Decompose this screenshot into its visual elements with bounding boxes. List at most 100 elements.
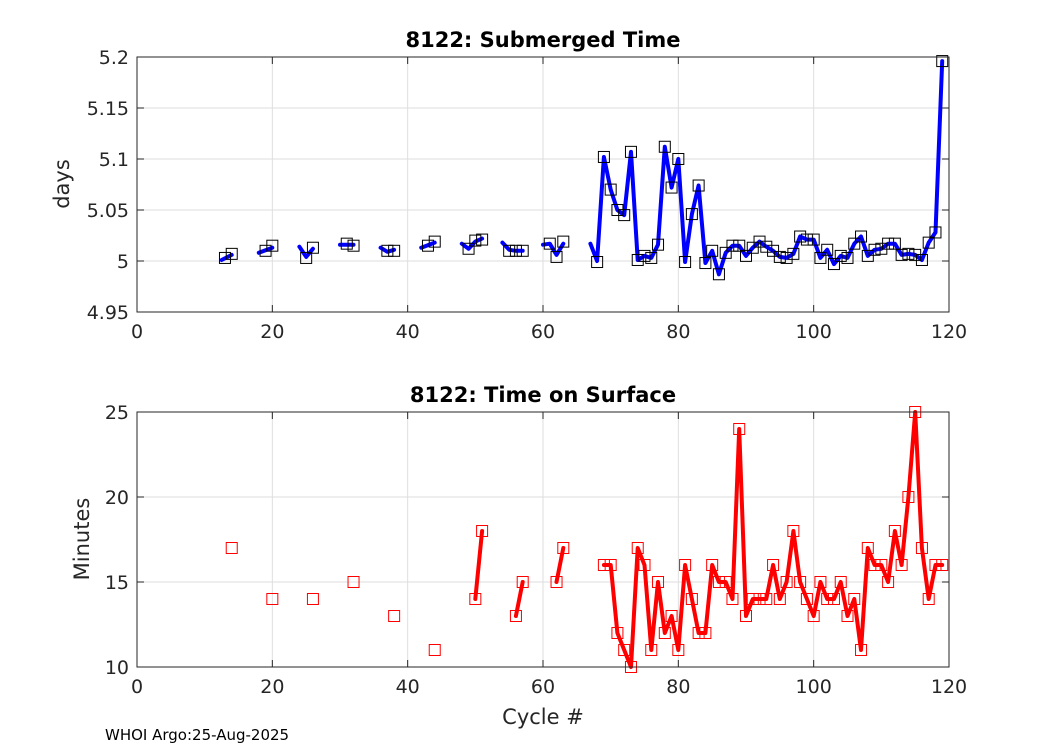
submerged-series-line: [297, 244, 315, 259]
submerged-series-line: [256, 245, 275, 255]
surface-data-point: [469, 593, 482, 605]
surface-data-point: [652, 576, 665, 588]
submerged-series-line: [419, 240, 437, 250]
surface-data-point: [753, 593, 766, 605]
submerged-data-point: [787, 247, 800, 260]
surface-data-point: [746, 593, 759, 605]
submerged-time-title: 8122: Submerged Time: [405, 28, 680, 52]
surface-ytick-label: 20: [105, 487, 129, 509]
surface-data-point: [550, 576, 563, 588]
submerged-data-point: [794, 230, 807, 243]
surface-data-point: [665, 610, 678, 622]
submerged-data-point: [679, 256, 692, 269]
submerged-data-point: [645, 251, 658, 264]
submerged-data-point: [550, 250, 563, 263]
surface-xtick-label: 40: [396, 676, 420, 698]
surface-data-point: [760, 593, 773, 605]
surface-data-point: [936, 559, 949, 571]
surface-data-point: [672, 644, 685, 656]
surface-data-point: [638, 559, 651, 571]
surface-data-point: [888, 525, 901, 537]
surface-data-point: [807, 610, 820, 622]
submerged-data-point: [665, 181, 678, 194]
surface-data-point: [814, 576, 827, 588]
surface-data-point: [347, 576, 360, 588]
surface-data-point: [719, 576, 732, 588]
surface-xtick-label: 20: [260, 676, 284, 698]
surface-data-point: [855, 644, 868, 656]
submerged-data-point: [503, 244, 516, 257]
submerged-data-point: [800, 233, 813, 246]
surface-data-point: [476, 525, 489, 537]
submerged-data-point: [841, 251, 854, 264]
surface-data-point: [658, 627, 671, 639]
submerged-data-point: [760, 240, 773, 253]
submerged-data-point: [631, 253, 644, 266]
surface-series-line: [473, 529, 485, 601]
submerged-series-line: [378, 245, 397, 254]
surface-ytick-label: 15: [105, 572, 129, 594]
surface-data-point: [557, 542, 570, 554]
submerged-data-point: [767, 244, 780, 257]
submerged-data-point: [591, 256, 604, 269]
surface-data-point: [225, 542, 238, 554]
submerged-data-point: [780, 251, 793, 264]
submerged-xtick-label: 0: [131, 321, 143, 343]
surface-data-point: [848, 593, 861, 605]
surface-time-plot: 8122: Time on Surface Minutes Cycle # 0 2…: [70, 383, 967, 729]
surface-data-point: [706, 559, 719, 571]
submerged-ytick-label: 5.15: [87, 98, 129, 120]
surface-data-point: [895, 559, 908, 571]
submerged-xtick-label: 40: [396, 321, 420, 343]
submerged-data-point: [340, 237, 353, 250]
submerged-data-point: [225, 247, 238, 260]
surface-data-point: [604, 559, 617, 571]
surface-data-point: [740, 610, 752, 622]
surface-data-point: [861, 542, 874, 554]
submerged-data-point: [712, 268, 725, 281]
submerged-data-point: [266, 239, 279, 252]
submerged-data-point: [692, 179, 705, 192]
submerged-data-point: [347, 239, 360, 252]
surface-data-point: [767, 559, 780, 571]
submerged-data-point: [652, 238, 665, 251]
surface-data-point: [712, 576, 725, 588]
surface-data-point: [922, 593, 935, 605]
surface-data-point: [834, 576, 847, 588]
submerged-data-point: [685, 208, 698, 221]
surface-data-point: [773, 593, 786, 605]
submerged-data-point: [814, 251, 827, 264]
surface-data-point: [699, 627, 712, 639]
surface-data-point: [733, 423, 746, 435]
surface-time-title: 8122: Time on Surface: [410, 383, 676, 407]
submerged-data-point: [624, 145, 637, 158]
surface-data-point: [266, 593, 279, 605]
surface-xtick-label: 60: [531, 676, 555, 698]
submerged-data-point: [381, 244, 394, 257]
surface-data-point: [618, 644, 631, 656]
submerged-data-point: [936, 55, 949, 68]
surface-data-point: [915, 542, 928, 554]
surface-data-point: [685, 593, 698, 605]
surface-time-xlabel: Cycle #: [502, 705, 584, 729]
submerged-xtick-label: 120: [931, 321, 967, 343]
submerged-data-point: [618, 209, 631, 222]
submerged-ytick-label: 5.2: [99, 47, 129, 69]
submerged-data-point: [476, 233, 489, 246]
surface-data-point: [645, 644, 658, 656]
surface-data-point: [726, 593, 739, 605]
submerged-data-point: [821, 243, 834, 256]
submerged-data-point: [597, 150, 610, 163]
submerged-data-point: [746, 241, 759, 254]
submerged-data-point: [740, 249, 752, 262]
submerged-data-point: [807, 233, 820, 246]
surface-data-point: [509, 610, 522, 622]
footer-caption: WHOI Argo:25-Aug-2025: [105, 726, 289, 744]
surface-data-point: [388, 610, 401, 622]
submerged-data-point: [882, 237, 895, 250]
submerged-data-point: [726, 239, 739, 252]
surface-data-point: [306, 593, 319, 605]
submerged-data-point: [658, 140, 671, 153]
surface-data-point: [428, 644, 441, 656]
submerged-data-point: [509, 244, 522, 257]
